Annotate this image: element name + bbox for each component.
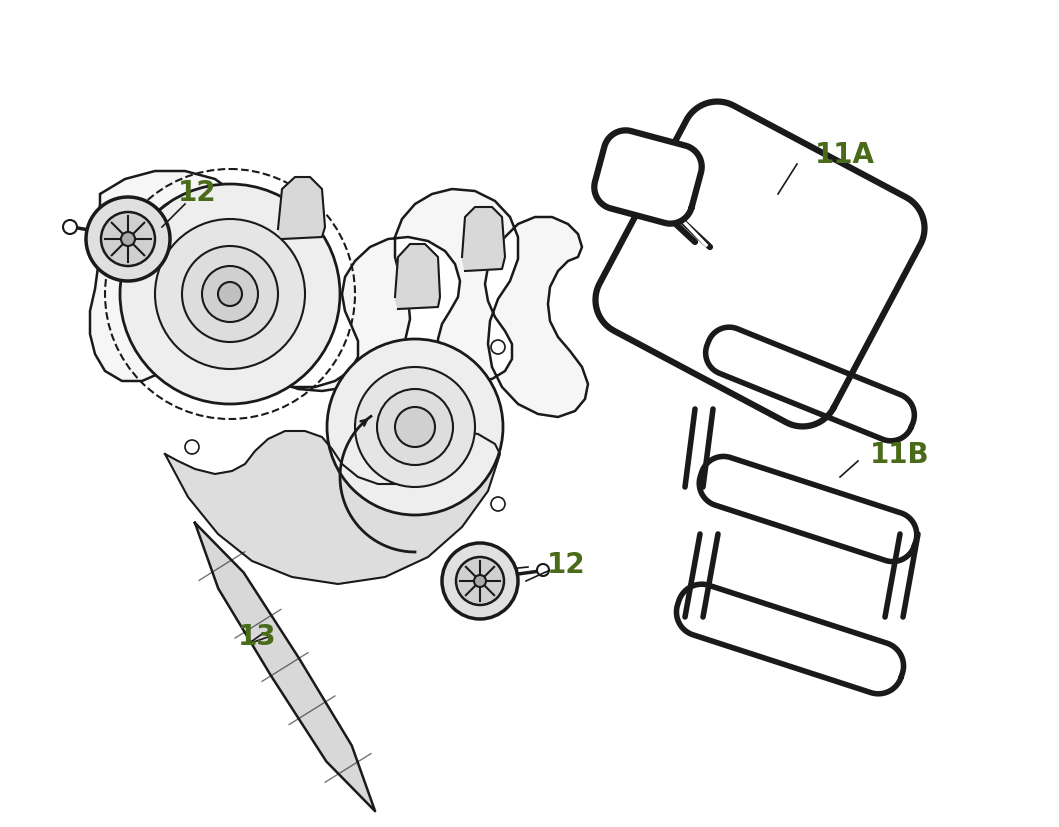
- Circle shape: [442, 543, 518, 619]
- Circle shape: [395, 408, 435, 447]
- Circle shape: [355, 367, 475, 487]
- Text: 11B: 11B: [870, 441, 930, 468]
- Polygon shape: [677, 585, 903, 694]
- Polygon shape: [165, 432, 500, 585]
- Circle shape: [474, 576, 486, 587]
- Circle shape: [377, 390, 453, 466]
- Polygon shape: [395, 245, 439, 309]
- Circle shape: [101, 213, 155, 266]
- Circle shape: [327, 340, 503, 515]
- Polygon shape: [705, 327, 914, 442]
- Text: 11A: 11A: [815, 141, 875, 169]
- Circle shape: [155, 220, 305, 370]
- Text: 12: 12: [178, 179, 217, 207]
- Polygon shape: [595, 103, 925, 427]
- Circle shape: [121, 232, 134, 246]
- Circle shape: [202, 266, 258, 323]
- Circle shape: [537, 564, 549, 576]
- Polygon shape: [90, 172, 588, 418]
- Circle shape: [185, 441, 199, 455]
- Polygon shape: [279, 178, 325, 240]
- Polygon shape: [195, 523, 375, 811]
- Polygon shape: [699, 457, 917, 562]
- Text: 13: 13: [238, 622, 276, 650]
- Text: 12: 12: [548, 550, 586, 578]
- Circle shape: [491, 341, 505, 355]
- Circle shape: [456, 557, 504, 605]
- Circle shape: [182, 246, 279, 342]
- Circle shape: [218, 283, 243, 307]
- Circle shape: [62, 221, 77, 235]
- Circle shape: [120, 184, 340, 404]
- Polygon shape: [462, 208, 505, 272]
- Circle shape: [491, 497, 505, 511]
- Circle shape: [86, 198, 170, 282]
- Polygon shape: [594, 131, 702, 224]
